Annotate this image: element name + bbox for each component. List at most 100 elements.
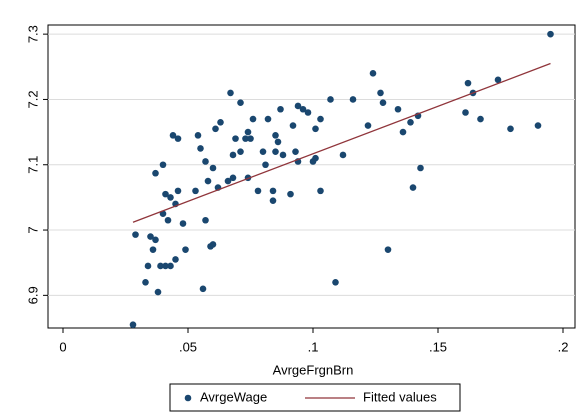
x-tick-label: .1 <box>308 339 319 354</box>
scatter-point <box>164 216 172 224</box>
scatter-point <box>179 220 187 227</box>
scatter-point <box>162 190 169 198</box>
scatter-point <box>477 115 484 123</box>
scatter-point <box>349 96 357 103</box>
scatter-point <box>274 138 282 146</box>
y-tick-label: 7.2 <box>25 90 40 108</box>
scatter-point <box>259 148 267 155</box>
scatter-point <box>199 285 207 293</box>
scatter-point <box>534 122 542 129</box>
scatter-point <box>312 125 319 133</box>
y-tick-label: 6.9 <box>25 286 40 304</box>
x-tick-label: .05 <box>179 339 197 354</box>
scatter-point <box>209 241 217 248</box>
legend-symbol <box>184 394 192 402</box>
scatter-point <box>379 99 387 107</box>
legend-label: AvrgeWage <box>200 389 267 404</box>
scatter-point <box>237 99 244 107</box>
scatter-point <box>294 102 302 110</box>
scatter-point <box>317 187 324 195</box>
scatter-point <box>149 246 157 253</box>
scatter-point <box>197 145 204 152</box>
fitted-line <box>132 62 551 223</box>
scatter-point <box>129 321 137 329</box>
scatter-point <box>144 262 152 270</box>
scatter-point <box>224 177 232 185</box>
scatter-point <box>279 151 287 159</box>
scatter-point <box>269 197 277 204</box>
scatter-point <box>167 262 174 270</box>
scatter-point <box>269 187 277 195</box>
scatter-point <box>229 174 237 182</box>
x-tick-label: 0 <box>59 339 66 354</box>
scatter-point <box>262 161 269 169</box>
x-tick-label: .2 <box>558 339 569 354</box>
scatter-point <box>154 288 162 296</box>
scatter-point <box>152 169 159 177</box>
scatter-point <box>237 148 244 155</box>
scatter-point <box>384 246 392 253</box>
y-tick-label: 7 <box>25 226 40 233</box>
legend-label: Fitted values <box>363 389 437 404</box>
scatter-point <box>232 135 239 142</box>
scatter-point <box>409 184 417 191</box>
scatter-point <box>407 118 414 126</box>
scatter-point <box>394 105 402 113</box>
scatter-point <box>264 115 272 123</box>
scatter-point <box>217 118 224 126</box>
scatter-point <box>547 30 554 38</box>
scatter-point <box>249 115 257 123</box>
scatter-point <box>332 278 339 286</box>
scatter-point <box>174 135 182 142</box>
scatter-point <box>202 216 209 224</box>
scatter-point <box>194 132 202 139</box>
scatter-point <box>369 70 377 77</box>
scatter-point <box>182 246 189 253</box>
scatter-point <box>169 132 177 139</box>
scatter-point <box>244 128 252 136</box>
scatter-point <box>209 164 217 172</box>
x-tick-label: .15 <box>429 339 447 354</box>
scatter-point <box>417 164 424 172</box>
scatter-point <box>152 236 159 244</box>
scatter-point <box>317 115 324 123</box>
scatter-point <box>339 151 347 159</box>
scatter-point <box>377 89 384 97</box>
scatter-point <box>159 161 167 169</box>
scatter-point <box>147 233 154 240</box>
scatter-point <box>312 154 319 162</box>
scatter-point <box>277 105 284 113</box>
scatter-point <box>172 256 179 263</box>
scatter-point <box>399 128 407 136</box>
y-tick-label: 7.3 <box>25 25 40 43</box>
scatter-point <box>364 122 372 129</box>
scatter-point <box>242 135 249 142</box>
scatter-point <box>192 187 199 195</box>
y-tick-label: 7.1 <box>25 156 40 174</box>
scatter-point <box>464 79 472 87</box>
scatter-point <box>327 96 334 103</box>
scatter-point <box>247 135 254 142</box>
x-axis-title: AvrgeFrgnBrn <box>273 362 354 377</box>
scatter-point <box>229 151 237 159</box>
scatter-point <box>157 262 164 270</box>
scatter-point <box>212 125 219 133</box>
scatter-point <box>174 187 182 195</box>
scatter-point <box>494 76 502 84</box>
scatter-point <box>507 125 514 133</box>
scatter-point <box>287 190 294 198</box>
scatter-point <box>142 278 149 286</box>
scatter-point <box>204 177 212 185</box>
scatter-point <box>462 109 469 116</box>
scatter-point <box>254 187 262 195</box>
scatter-point <box>162 262 169 270</box>
scatter-point <box>227 89 234 97</box>
scatter-point <box>202 158 209 165</box>
scatter-point <box>132 231 139 238</box>
scatter-point <box>272 132 279 139</box>
scatter-point <box>272 148 279 155</box>
scatter-point <box>304 109 312 116</box>
scatter-point <box>167 194 174 201</box>
plot-frame <box>47 24 576 329</box>
